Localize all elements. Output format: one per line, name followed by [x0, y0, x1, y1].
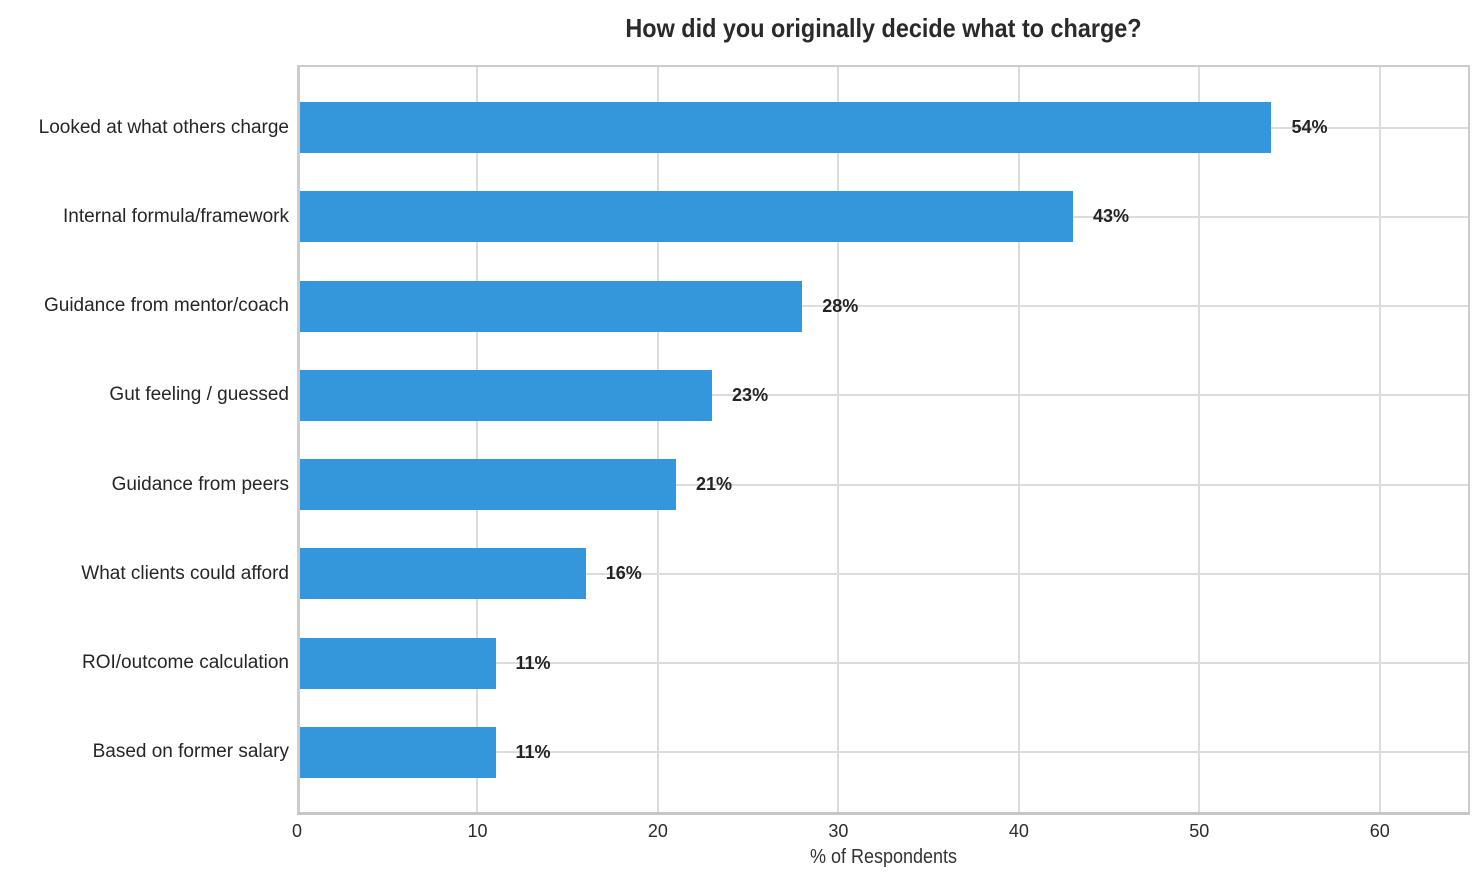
bar-value-label: 28%: [822, 295, 859, 316]
y-label-row: Looked at what others charge: [0, 83, 289, 172]
bar-value-label: 21%: [695, 474, 732, 495]
chart-row: 23%: [297, 351, 1470, 440]
chart-row: 11%: [297, 619, 1470, 708]
chart-row: 28%: [297, 262, 1470, 351]
bar: [297, 726, 496, 778]
category-label: Gut feeling / guessed: [109, 384, 289, 406]
axis-spine-top: [297, 65, 1470, 67]
y-label-row: ROI/outcome calculation: [0, 619, 289, 708]
y-label-row: What clients could afford: [0, 529, 289, 618]
gridline-vertical: [1017, 65, 1020, 815]
bar-value-label: 11%: [515, 652, 551, 673]
plot-area: 54% 43% 28% 23% 21% 16% 11% 11%: [297, 65, 1470, 815]
gridline-horizontal: [297, 662, 1470, 665]
category-label: ROI/outcome calculation: [82, 652, 289, 674]
x-axis-ticks: 0 10 20 30 40 50 60: [292, 821, 1470, 845]
y-label-row: Guidance from peers: [0, 440, 289, 529]
y-axis-labels: Looked at what others charge Internal for…: [0, 65, 289, 815]
bar-value-label: 16%: [605, 563, 642, 584]
bar: [297, 548, 586, 600]
chart-row: 16%: [297, 529, 1470, 618]
gridline-horizontal: [297, 394, 1470, 397]
x-tick-label: 0: [291, 821, 303, 841]
x-axis-label: % of Respondents: [809, 846, 958, 868]
chart-row: 21%: [297, 440, 1470, 529]
bar: [297, 102, 1272, 154]
bar: [297, 280, 803, 332]
category-label: Looked at what others charge: [38, 116, 289, 138]
chart-row: 54%: [297, 83, 1470, 172]
x-tick-label: 40: [1008, 821, 1029, 841]
y-label-row: Internal formula/framework: [0, 172, 289, 261]
gridline-vertical: [476, 65, 479, 815]
bar: [297, 369, 713, 421]
bar-rows: 54% 43% 28% 23% 21% 16% 11% 11%: [297, 65, 1470, 815]
bar: [297, 459, 676, 511]
gridline-vertical: [837, 65, 840, 815]
gridline-horizontal: [297, 572, 1470, 575]
x-tick-label: 10: [467, 821, 488, 841]
y-label-row: Based on former salary: [0, 708, 289, 797]
gridline-horizontal: [297, 483, 1470, 486]
category-label: What clients could afford: [81, 562, 289, 584]
axis-spine-bottom: [297, 812, 1470, 815]
category-label: Based on former salary: [92, 741, 289, 763]
chart-row: 11%: [297, 708, 1470, 797]
bar: [297, 637, 496, 689]
bar-value-label: 11%: [515, 741, 551, 762]
x-tick-label: 30: [828, 821, 849, 841]
bar-value-label: 23%: [732, 384, 769, 405]
chart-row: 43%: [297, 172, 1470, 261]
gridline-horizontal: [297, 751, 1470, 754]
category-label: Internal formula/framework: [63, 205, 289, 227]
chart-title: How did you originally decide what to ch…: [625, 13, 1142, 43]
category-label: Guidance from peers: [111, 473, 289, 495]
gridline-horizontal: [297, 305, 1470, 308]
x-tick-label: 20: [647, 821, 668, 841]
bar-value-label: 43%: [1092, 206, 1130, 227]
axis-spine-right: [1468, 65, 1470, 815]
gridline-vertical: [1378, 65, 1381, 815]
bar-value-label: 54%: [1291, 117, 1328, 138]
bar: [297, 191, 1073, 243]
x-tick-label: 60: [1369, 821, 1390, 841]
category-label: Guidance from mentor/coach: [43, 295, 289, 317]
axis-spine-left: [297, 65, 300, 815]
y-label-row: Gut feeling / guessed: [0, 351, 289, 440]
gridline-vertical: [656, 65, 659, 815]
x-tick-label: 50: [1189, 821, 1210, 841]
gridline-vertical: [1198, 65, 1201, 815]
y-label-row: Guidance from mentor/coach: [0, 262, 289, 351]
